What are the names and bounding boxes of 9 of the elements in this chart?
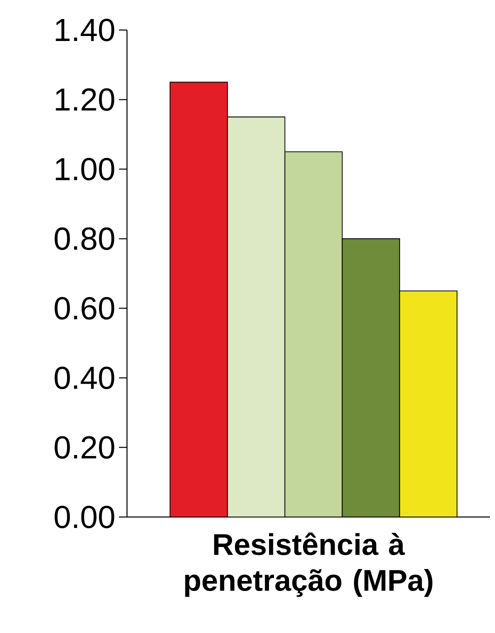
y-tick-label: 0.40 — [54, 366, 114, 390]
y-tick-label: 1.00 — [56, 158, 114, 180]
y-tick-label: 0.20 — [54, 436, 114, 459]
y-tick-label: 0.60 — [54, 297, 114, 320]
y-tick-label: 0.00 — [54, 506, 114, 528]
y-tick-label: 1.20 — [56, 88, 114, 111]
y-tick-label: 1.40 — [56, 18, 114, 42]
y-tick-label: 0.80 — [54, 227, 114, 250]
x-axis-title: Resistência à penetração (MPa) — [185, 532, 432, 597]
